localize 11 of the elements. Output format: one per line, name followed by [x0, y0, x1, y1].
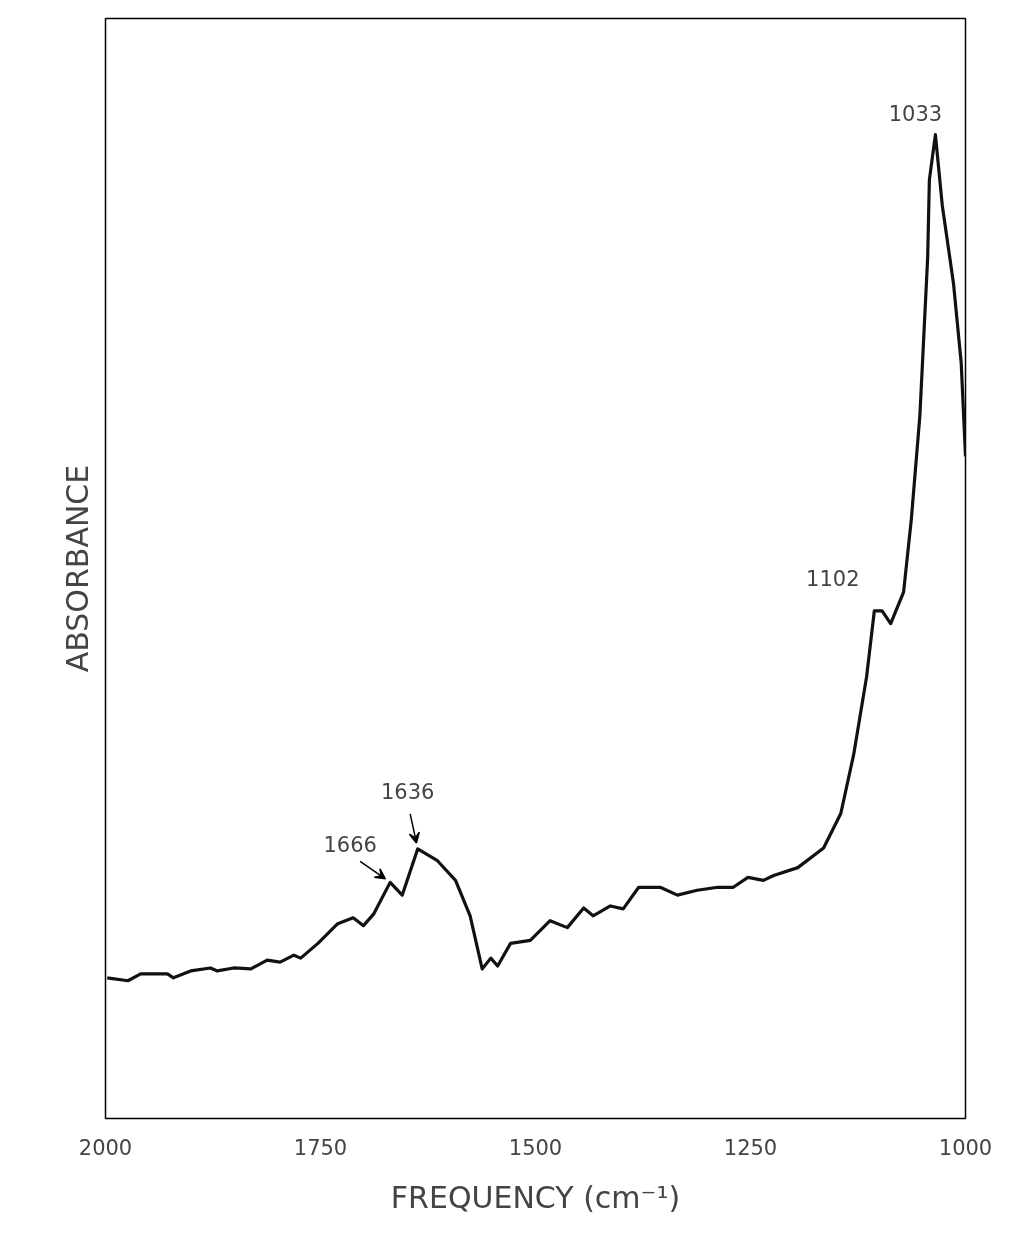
- annotation: 1636: [380, 779, 435, 804]
- x-tick-label: 1250: [723, 1135, 778, 1160]
- annotation: 1033: [888, 101, 943, 126]
- x-tick-label: 1000: [938, 1135, 993, 1160]
- x-tick-label: 1750: [293, 1135, 348, 1160]
- y-axis-title: ABSORBANCE: [59, 464, 95, 673]
- x-tick-label: 1500: [508, 1135, 563, 1160]
- x-tick-label: 2000: [78, 1135, 133, 1160]
- annotation: 1666: [323, 833, 377, 858]
- annotation: 1102: [806, 566, 860, 591]
- x-axis-title: FREQUENCY (cm⁻¹): [390, 1179, 681, 1215]
